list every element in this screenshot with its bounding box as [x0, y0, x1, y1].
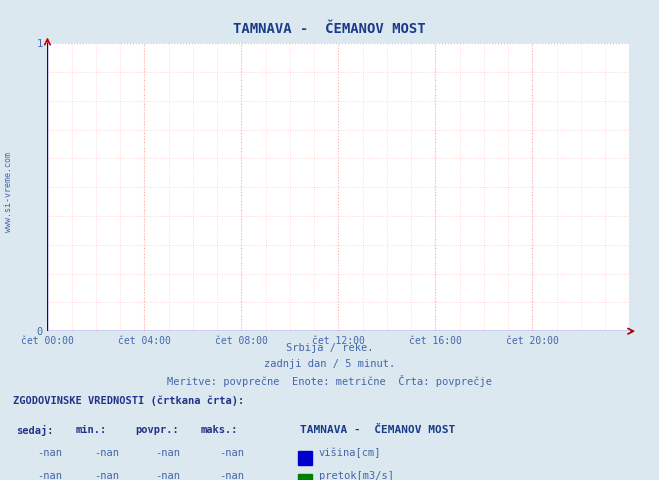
Text: -nan: -nan — [219, 471, 244, 480]
Text: Srbija / reke.: Srbija / reke. — [286, 343, 373, 353]
Text: sedaj:: sedaj: — [16, 425, 54, 436]
Text: -nan: -nan — [94, 448, 119, 458]
Text: TAMNAVA -  ČEMANOV MOST: TAMNAVA - ČEMANOV MOST — [300, 425, 455, 435]
Text: -nan: -nan — [37, 471, 62, 480]
Text: višina[cm]: višina[cm] — [319, 448, 382, 458]
Text: TAMNAVA -  ČEMANOV MOST: TAMNAVA - ČEMANOV MOST — [233, 22, 426, 36]
Text: pretok[m3/s]: pretok[m3/s] — [319, 471, 394, 480]
Text: maks.:: maks.: — [201, 425, 239, 435]
Text: -nan: -nan — [156, 448, 181, 458]
Text: -nan: -nan — [219, 448, 244, 458]
Text: -nan: -nan — [37, 448, 62, 458]
Text: -nan: -nan — [94, 471, 119, 480]
Text: -nan: -nan — [156, 471, 181, 480]
Text: povpr.:: povpr.: — [135, 425, 179, 435]
Text: ZGODOVINSKE VREDNOSTI (črtkana črta):: ZGODOVINSKE VREDNOSTI (črtkana črta): — [13, 396, 244, 407]
Text: www.si-vreme.com: www.si-vreme.com — [4, 152, 13, 232]
Text: Meritve: povprečne  Enote: metrične  Črta: povprečje: Meritve: povprečne Enote: metrične Črta:… — [167, 375, 492, 387]
Text: min.:: min.: — [76, 425, 107, 435]
Text: zadnji dan / 5 minut.: zadnji dan / 5 minut. — [264, 359, 395, 369]
